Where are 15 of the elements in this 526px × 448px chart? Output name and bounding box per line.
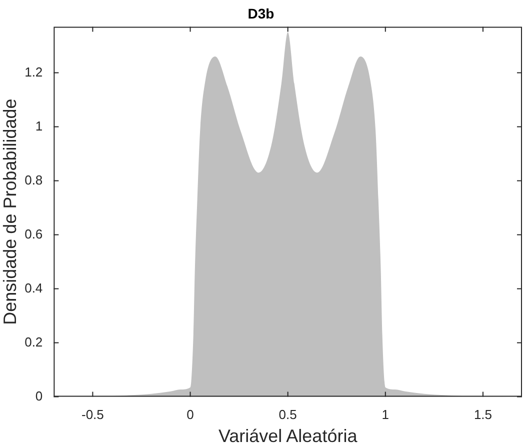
- x-tick-label: 0: [186, 407, 194, 422]
- x-axis-title: Variável Aleatória: [218, 426, 358, 446]
- x-tick-label: 1.5: [474, 407, 492, 422]
- x-tick-label: 0.5: [278, 407, 297, 422]
- y-tick-label: 0.2: [24, 334, 43, 350]
- x-tick-label: 1: [382, 407, 390, 422]
- y-tick-label: 0: [35, 388, 43, 404]
- y-axis-title: Densidade de Probabilidade: [0, 98, 20, 325]
- y-tick-label: 1: [35, 118, 43, 134]
- chart-title: D3b: [248, 5, 274, 22]
- y-tick-label: 0.8: [24, 172, 43, 188]
- x-tick-label: -0.5: [81, 407, 104, 422]
- y-tick-label: 1.2: [24, 64, 43, 80]
- y-tick-label: 0.4: [24, 280, 43, 296]
- y-tick-label: 0.6: [24, 226, 43, 242]
